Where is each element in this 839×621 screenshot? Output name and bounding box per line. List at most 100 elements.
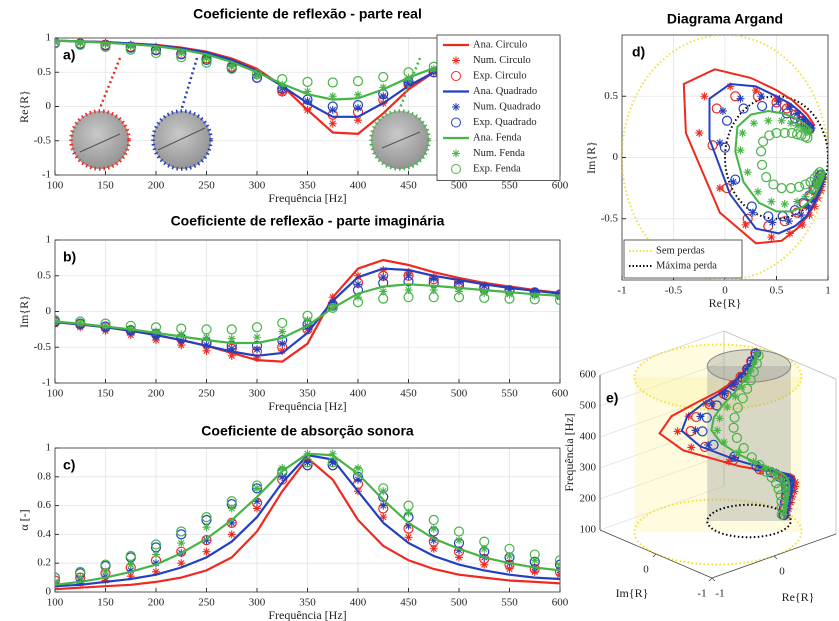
circle-marker — [150, 322, 162, 333]
asterisk-marker — [404, 533, 413, 542]
legend-label: Sem perdas — [656, 245, 705, 256]
asterisk-marker — [814, 178, 823, 186]
asterisk-marker — [774, 97, 783, 106]
asterisk-marker — [530, 556, 539, 565]
cylinder-wall — [634, 377, 802, 532]
asterisk-marker — [101, 567, 110, 576]
inset-photo — [151, 109, 213, 171]
asterisk-marker — [749, 119, 758, 128]
asterisk-marker — [767, 197, 776, 206]
series-group — [55, 449, 560, 591]
asterisk-marker — [751, 86, 760, 95]
chart-title: Coeficiente de reflexão - parte real — [193, 6, 422, 22]
circle-marker — [729, 412, 740, 423]
circle-marker — [100, 559, 111, 570]
y-tick-label: 0.6 — [37, 499, 51, 511]
y-tick-label: -1 — [697, 588, 706, 600]
x-tick-label: 0 — [722, 285, 728, 297]
asterisk-marker — [753, 187, 762, 196]
asterisk-marker — [799, 115, 808, 124]
asterisk-marker — [718, 106, 727, 115]
circle-marker — [753, 350, 764, 361]
asterisk-marker — [76, 573, 85, 582]
asterisk-marker — [379, 501, 388, 510]
legend-swatch — [451, 71, 461, 81]
circle-marker — [796, 130, 807, 141]
circle-marker — [800, 179, 811, 190]
asterisk-marker — [303, 458, 312, 467]
asterisk-marker — [354, 271, 362, 280]
circle-marker — [428, 292, 439, 303]
axes-box — [54, 239, 561, 384]
asterisk-marker — [303, 97, 312, 106]
circle-marker — [773, 484, 784, 495]
asterisk-marker — [803, 120, 812, 129]
asterisk-marker — [480, 560, 489, 569]
asterisk-marker — [715, 184, 724, 193]
asterisk-marker — [227, 504, 236, 513]
y-tick-label: 0 — [643, 564, 649, 576]
circle-marker — [761, 172, 772, 183]
circle-marker — [789, 205, 801, 216]
asterisk-marker — [505, 285, 514, 294]
asterisk-marker — [809, 196, 818, 205]
legend-swatch — [451, 117, 461, 128]
asterisk-marker — [797, 211, 806, 220]
circle-marker — [403, 270, 414, 281]
y-tick-label: 0.4 — [37, 528, 51, 540]
asterisk-marker — [278, 80, 287, 89]
circle-marker — [776, 183, 787, 194]
circle-marker — [176, 526, 187, 537]
circle-marker — [764, 130, 775, 141]
reference-circle — [724, 95, 828, 220]
x-tick-label: 200 — [148, 180, 165, 192]
x-axis-label: Re{R} — [709, 296, 742, 310]
x-tick-label: 550 — [501, 388, 518, 400]
asterisk-marker — [152, 550, 160, 559]
x-tick-label: 500 — [451, 597, 468, 609]
asterisk-marker — [793, 121, 802, 130]
asterisk-marker — [253, 484, 261, 493]
asterisk-marker — [177, 539, 186, 548]
x-tick-label: 400 — [350, 388, 367, 400]
circle-marker — [352, 465, 364, 477]
asterisk-marker — [429, 544, 438, 553]
z-tick-label: 100 — [580, 524, 597, 536]
asterisk-marker — [253, 71, 261, 80]
circle-marker — [768, 179, 779, 190]
circle-marker — [176, 529, 187, 540]
circle-marker — [251, 340, 263, 351]
y-tick-label: 1 — [46, 32, 52, 44]
asterisk-marker — [736, 94, 745, 103]
circle-marker — [251, 480, 263, 491]
asterisk-marker — [684, 412, 693, 421]
x-axis-label: Re{R} — [782, 590, 815, 604]
asterisk-marker — [354, 90, 362, 99]
asterisk-marker — [404, 508, 413, 517]
y-tick-label: 0.2 — [37, 557, 51, 569]
asterisk-marker — [303, 87, 312, 96]
asterisk-marker — [696, 412, 705, 421]
asterisk-marker — [784, 498, 793, 507]
y-tick-label: 0 — [613, 151, 619, 163]
circle-marker — [756, 159, 768, 170]
asterisk-marker — [455, 536, 463, 545]
asterisk-marker — [354, 475, 362, 484]
asterisk-marker — [379, 287, 388, 296]
asterisk-marker — [101, 572, 110, 581]
inset-arrow — [398, 57, 422, 109]
z-tick-label: 400 — [580, 431, 597, 443]
x-tick-label: 200 — [148, 388, 165, 400]
circle-marker — [554, 566, 560, 577]
circle-marker — [378, 483, 389, 494]
circle-marker — [721, 115, 733, 126]
asterisk-marker — [455, 546, 463, 555]
chart-title: Diagrama Argand — [667, 11, 783, 27]
z-tick-label: 300 — [580, 462, 597, 474]
plot3d: 100 200 300 400 500 600 -1 0 -1 0 Im{R} Re{R} Frequê… — [562, 330, 837, 604]
y-tick-label: -0.5 — [34, 341, 52, 353]
asterisk-marker — [202, 341, 211, 350]
circle-marker — [201, 512, 212, 523]
